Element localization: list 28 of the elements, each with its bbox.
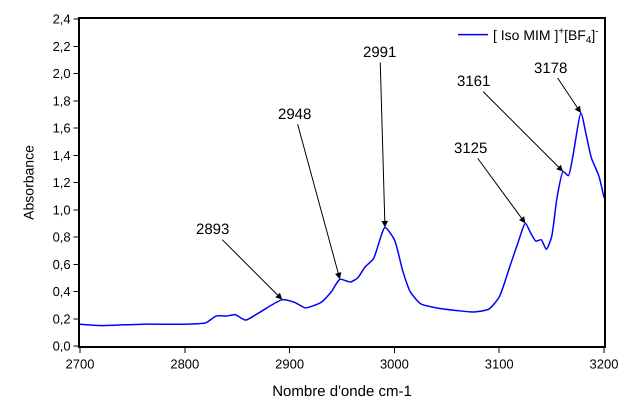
y-tick-label: 1,8 [52, 93, 71, 108]
y-axis-title: Absorbance [20, 144, 37, 220]
annotation: 3161 [457, 73, 490, 90]
y-tick-label: 1,0 [52, 202, 71, 218]
x-tick-label: 3000 [380, 356, 409, 372]
y-tick-label: 0,0 [52, 338, 71, 354]
y-tick-label: 0,4 [52, 284, 71, 300]
annotation: 2991 [363, 44, 396, 61]
legend-label: [ Iso MIM ]$^{+}$[BF$_{4}$]$^{-}$ [493, 26, 598, 46]
y-tick-label: 1,4 [52, 148, 71, 163]
x-tick-label: 2700 [66, 356, 94, 372]
y-tick-label: 1,2 [52, 175, 71, 190]
x-tick-label: 3200 [590, 356, 618, 372]
y-tick-label: 1,6 [52, 120, 71, 136]
x-tick-label: 2800 [170, 356, 200, 372]
y-tick-label: 0,6 [52, 256, 71, 272]
x-tick-label: 3100 [484, 356, 514, 372]
y-tick-label: 2,4 [52, 12, 71, 27]
x-tick-label: 2900 [275, 356, 304, 372]
y-tick-label: 0,2 [52, 311, 71, 326]
x-axis-title: Nombre d'onde cm-1 [272, 382, 412, 400]
annotation: 2948 [278, 106, 312, 123]
y-tick-label: 2,0 [52, 66, 71, 82]
y-tick-label: 2,2 [52, 38, 71, 54]
y-tick-label: 0,8 [52, 230, 71, 245]
annotation: 3125 [454, 140, 488, 157]
annotation: 2893 [196, 221, 230, 238]
annotation: 3178 [534, 60, 568, 77]
